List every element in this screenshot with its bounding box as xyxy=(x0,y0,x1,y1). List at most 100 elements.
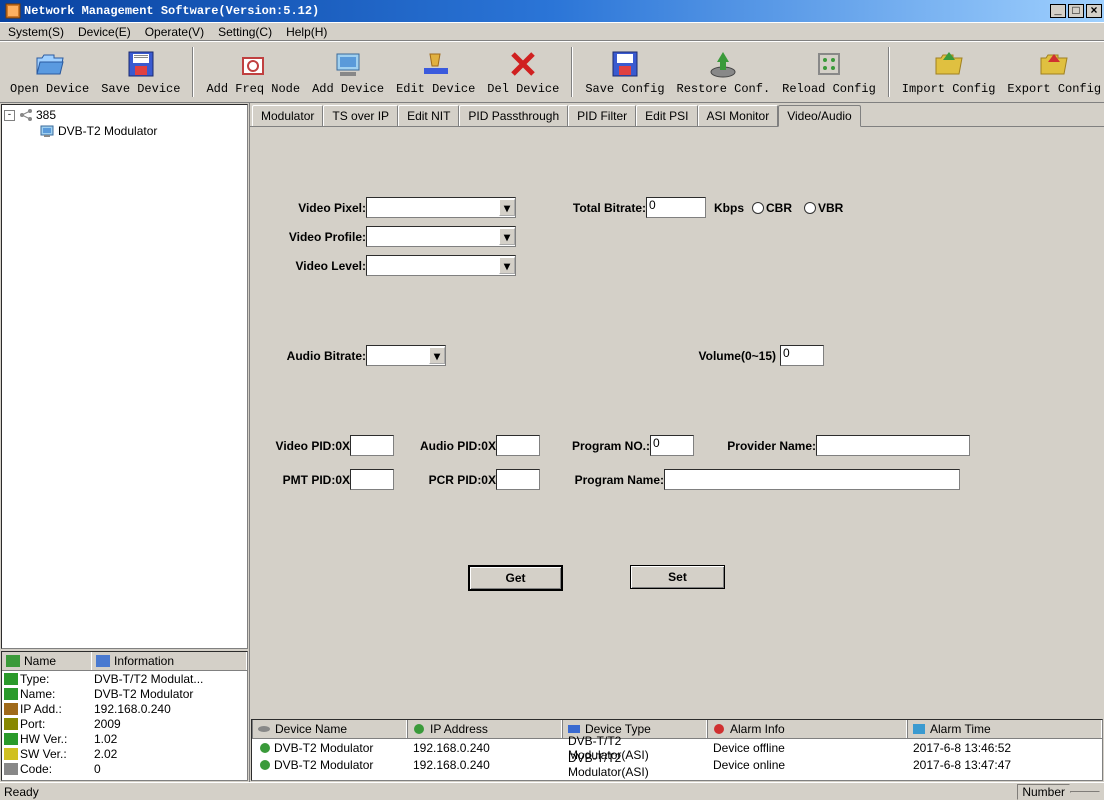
pmt-pid-input[interactable] xyxy=(350,469,394,490)
chevron-down-icon: ▾ xyxy=(499,228,515,245)
info-value: 1.02 xyxy=(94,732,245,746)
info-row: Type:DVB-T/T2 Modulat... xyxy=(2,671,247,686)
menu-bar: System(S) Device(E) Operate(V) Setting(C… xyxy=(0,22,1104,41)
tab-modulator[interactable]: Modulator xyxy=(252,105,323,126)
provider-name-input[interactable] xyxy=(816,435,970,456)
tab-pid-passthrough[interactable]: PID Passthrough xyxy=(459,105,568,126)
add-freq-button[interactable]: Add Freq Node xyxy=(200,46,306,98)
pcr-pid-input[interactable] xyxy=(496,469,540,490)
save-icon xyxy=(125,48,157,80)
open-device-button[interactable]: Open Device xyxy=(4,46,95,98)
row-icon xyxy=(4,733,18,745)
info-value: 192.168.0.240 xyxy=(94,702,245,716)
dev-ip: 192.168.0.240 xyxy=(409,758,564,772)
video-pixel-combo[interactable]: ▾ xyxy=(366,197,516,218)
video-pixel-label: Video Pixel: xyxy=(264,201,366,215)
col-device-name[interactable]: Device Name xyxy=(252,720,407,738)
program-no-input[interactable]: 0 xyxy=(650,435,694,456)
dev-time: 2017-6-8 13:46:52 xyxy=(909,741,1100,755)
tree-child[interactable]: DVB-T2 Modulator xyxy=(4,123,245,139)
edit-device-button[interactable]: Edit Device xyxy=(390,46,481,98)
menu-operate[interactable]: Operate(V) xyxy=(145,25,204,39)
info-value: 2.02 xyxy=(94,747,245,761)
import-icon xyxy=(933,48,965,80)
info-value: DVB-T2 Modulator xyxy=(94,687,245,701)
info-value: 2009 xyxy=(94,717,245,731)
import-config-button[interactable]: Import Config xyxy=(896,46,1002,98)
provider-name-label: Provider Name: xyxy=(708,439,816,453)
video-profile-combo[interactable]: ▾ xyxy=(366,226,516,247)
toolbar: Open Device Save Device Add Freq Node Ad… xyxy=(0,41,1104,103)
info-row: Code:0 xyxy=(2,761,247,776)
open-icon xyxy=(34,48,66,80)
export-config-button[interactable]: Export Config xyxy=(1001,46,1104,98)
pmt-pid-label: PMT PID:0X xyxy=(258,473,350,487)
menu-device[interactable]: Device(E) xyxy=(78,25,131,39)
program-name-input[interactable] xyxy=(664,469,960,490)
alarm-icon xyxy=(712,723,726,735)
col-ip[interactable]: IP Address xyxy=(407,720,562,738)
menu-system[interactable]: System(S) xyxy=(8,25,64,39)
col-time[interactable]: Alarm Time xyxy=(907,720,1102,738)
tab-video-audio[interactable]: Video/Audio xyxy=(778,105,861,127)
video-pid-input[interactable] xyxy=(350,435,394,456)
maximize-button[interactable]: □ xyxy=(1068,4,1084,18)
status-bar: Ready Number xyxy=(0,782,1104,800)
globe-icon xyxy=(412,723,426,735)
row-icon xyxy=(4,703,18,715)
video-profile-label: Video Profile: xyxy=(264,230,366,244)
total-bitrate-input[interactable]: 0 xyxy=(646,197,706,218)
info-head-icon xyxy=(96,655,110,667)
delete-icon xyxy=(507,48,539,80)
edit-icon xyxy=(420,48,452,80)
restore-conf-button[interactable]: Restore Conf. xyxy=(671,46,777,98)
audio-bitrate-combo[interactable]: ▾ xyxy=(366,345,446,366)
tree-root[interactable]: - 385 xyxy=(4,107,245,123)
reload-config-button[interactable]: Reload Config xyxy=(776,46,882,98)
tree-child-label: DVB-T2 Modulator xyxy=(58,124,157,138)
title-bar: Network Management Software(Version:5.12… xyxy=(0,0,1104,22)
save-config-button[interactable]: Save Config xyxy=(579,46,670,98)
audio-pid-input[interactable] xyxy=(496,435,540,456)
device-icon xyxy=(40,124,56,138)
info-name: HW Ver.: xyxy=(20,732,67,746)
total-bitrate-label: Total Bitrate: xyxy=(556,201,646,215)
row-icon xyxy=(4,673,18,685)
info-row: Name:DVB-T2 Modulator xyxy=(2,686,247,701)
save-device-button[interactable]: Save Device xyxy=(95,46,186,98)
cbr-label: CBR xyxy=(766,201,792,215)
close-button[interactable]: × xyxy=(1086,4,1102,18)
info-head-info[interactable]: Information xyxy=(92,652,247,670)
info-name: IP Add.: xyxy=(20,702,62,716)
collapse-icon[interactable]: - xyxy=(4,110,15,121)
tab-asi-monitor[interactable]: ASI Monitor xyxy=(698,105,779,126)
volume-input[interactable]: 0 xyxy=(780,345,824,366)
reload-icon xyxy=(813,48,845,80)
tab-ts-over-ip[interactable]: TS over IP xyxy=(323,105,398,126)
info-head-name[interactable]: Name xyxy=(2,652,92,670)
info-name: Type: xyxy=(20,672,49,686)
dev-alarm: Device offline xyxy=(709,741,909,755)
disk-icon xyxy=(257,723,271,735)
video-level-combo[interactable]: ▾ xyxy=(366,255,516,276)
col-alarm[interactable]: Alarm Info xyxy=(707,720,907,738)
set-button[interactable]: Set xyxy=(630,565,725,589)
main-area: - 385 DVB-T2 Modulator Name Information xyxy=(0,103,1104,782)
add-device-button[interactable]: Add Device xyxy=(306,46,390,98)
tab-edit-psi[interactable]: Edit PSI xyxy=(636,105,697,126)
info-panel: Name Information Type:DVB-T/T2 Modulat..… xyxy=(1,651,248,781)
tree-root-label: 385 xyxy=(36,108,56,122)
vbr-radio[interactable] xyxy=(804,202,816,214)
cbr-radio[interactable] xyxy=(752,202,764,214)
del-device-button[interactable]: Del Device xyxy=(481,46,565,98)
device-tree[interactable]: - 385 DVB-T2 Modulator xyxy=(1,104,248,649)
get-button[interactable]: Get xyxy=(468,565,563,591)
minimize-button[interactable]: _ xyxy=(1050,4,1066,18)
menu-setting[interactable]: Setting(C) xyxy=(218,25,272,39)
tab-pid-filter[interactable]: PID Filter xyxy=(568,105,636,126)
tab-content: Video Pixel: ▾ Video Profile: ▾ Video Le… xyxy=(250,127,1104,718)
device-row[interactable]: DVB-T2 Modulator192.168.0.240DVB-T/T2 Mo… xyxy=(252,756,1102,773)
menu-help[interactable]: Help(H) xyxy=(286,25,327,39)
tab-edit-nit[interactable]: Edit NIT xyxy=(398,105,459,126)
program-name-label: Program Name: xyxy=(558,473,664,487)
